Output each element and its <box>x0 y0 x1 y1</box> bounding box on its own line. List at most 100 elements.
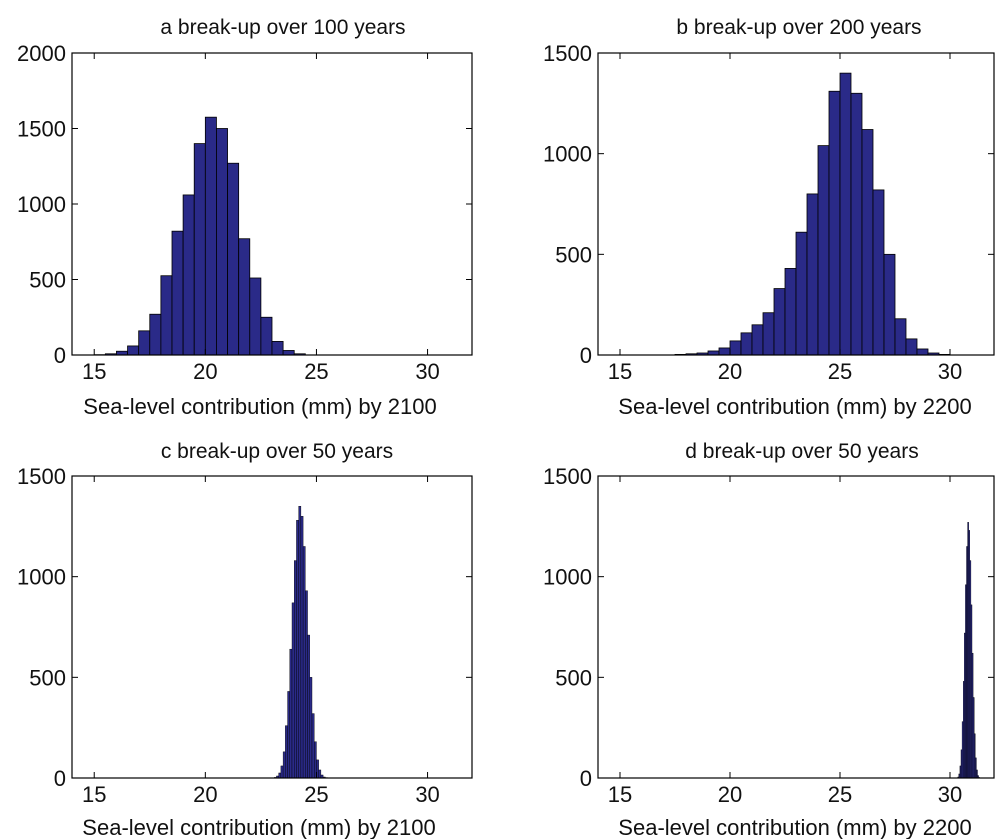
panel-a-ytick-label: 1000 <box>17 192 66 217</box>
panel-b-bar <box>762 312 775 356</box>
panel-d-xtick-label: 15 <box>608 782 632 807</box>
panel-a-axes <box>71 52 473 356</box>
panel-a-bar <box>182 194 195 356</box>
panel-b-bar <box>894 318 907 356</box>
panel-c-bar <box>305 590 308 779</box>
panel-d: d break-up over 50 years 15 20 25 30 0 500 100… <box>543 440 995 839</box>
panel-b: b break-up over 200 years 15 20 25 30 0 500 10… <box>543 16 995 419</box>
panel-a-bars <box>93 116 306 356</box>
panel-d-ytick-label: 1500 <box>543 464 592 489</box>
panel-b-bar <box>751 324 764 356</box>
panel-c-ytick-label: 1000 <box>17 565 66 590</box>
panel-b-xlabel: Sea-level contribution (mm) by 2200 <box>618 394 971 419</box>
panel-b-bar <box>828 90 841 356</box>
panel-b-bar <box>872 189 885 356</box>
panel-c-ticks: 15 20 25 30 0 500 1000 1500 <box>17 464 472 807</box>
panel-a-ytick-label: 1500 <box>17 117 66 142</box>
panel-c-bar <box>311 713 315 779</box>
panel-c-bar <box>278 772 282 779</box>
panel-b-ytick-label: 0 <box>580 343 592 368</box>
panel-b-xtick-label: 30 <box>938 359 962 384</box>
panel-a-bar <box>282 350 295 356</box>
panel-a-bar <box>216 128 228 356</box>
panel-b-bar <box>861 129 874 356</box>
panel-b-bar <box>773 288 786 356</box>
panel-a-bar <box>193 143 206 356</box>
panel-b-bar <box>740 332 753 356</box>
panel-a-ytick-label: 0 <box>54 343 66 368</box>
panel-b-ticks: 15 20 25 30 0 500 1000 1500 <box>543 41 994 384</box>
panel-d-ytick-label: 500 <box>555 665 592 690</box>
panel-b-bar <box>905 338 918 356</box>
panel-d-ytick-label: 1000 <box>543 565 592 590</box>
panel-a-bar <box>149 313 162 356</box>
panel-b-bar <box>795 231 808 356</box>
panel-a-bar <box>204 116 217 356</box>
panel-a-bar <box>160 275 173 356</box>
panel-d-xtick-label: 25 <box>828 782 852 807</box>
panel-b-ytick-label: 500 <box>555 242 592 267</box>
panel-c-bar <box>280 765 284 779</box>
panel-c: c break-up over 50 years 15 20 25 30 0 500 100… <box>17 440 473 839</box>
panel-b-title: b break-up over 200 years <box>676 16 921 39</box>
panel-c-bar <box>282 751 286 779</box>
panel-c-title: c break-up over 50 years <box>161 440 393 463</box>
panel-a-xlabel: Sea-level contribution (mm) by 2100 <box>83 394 436 419</box>
panel-a-bar <box>227 162 240 356</box>
panel-a-xtick-label: 25 <box>304 359 328 384</box>
panel-c-ytick-label: 1500 <box>17 464 66 489</box>
panel-a: a break-up over 100 years 15 20 25 30 0 500 10… <box>17 16 473 419</box>
panel-c-xlabel: Sea-level contribution (mm) by 2100 <box>82 815 435 839</box>
panel-c-xtick-label: 25 <box>304 782 328 807</box>
panel-d-title: d break-up over 50 years <box>685 440 918 463</box>
panel-b-bar <box>817 145 830 356</box>
panel-a-ytick-label: 2000 <box>17 41 66 66</box>
panel-a-xtick-label: 30 <box>415 359 439 384</box>
panel-c-xtick-label: 20 <box>193 782 217 807</box>
panel-d-axes <box>597 475 995 779</box>
panel-d-ticks: 15 20 25 30 0 500 1000 1500 <box>543 464 994 807</box>
panel-a-ytick-label: 500 <box>29 268 66 293</box>
panel-c-ytick-label: 500 <box>29 665 66 690</box>
panel-c-axes <box>71 475 473 779</box>
panel-a-bar <box>271 341 284 356</box>
panel-d-xtick-label: 30 <box>938 782 962 807</box>
panel-b-bar <box>718 347 731 356</box>
panel-a-xtick-label: 20 <box>193 359 217 384</box>
panel-b-bar <box>916 348 929 356</box>
panel-a-bar <box>138 330 151 356</box>
panel-b-bar <box>850 92 863 356</box>
panel-a-ticks: 15 20 25 30 0 500 1000 1500 2000 <box>17 41 472 384</box>
panel-c-xtick-label: 15 <box>82 782 106 807</box>
panel-b-bar <box>806 193 819 356</box>
panel-b-axes <box>597 52 995 356</box>
panel-c-bar <box>291 602 295 779</box>
panel-a-bar <box>249 277 262 356</box>
panel-c-bar <box>309 677 313 779</box>
panel-d-ytick-label: 0 <box>580 766 592 791</box>
panel-b-bars <box>674 72 951 356</box>
panel-c-bar <box>296 520 299 779</box>
panel-b-bar <box>707 350 720 356</box>
panel-c-bars <box>274 506 330 779</box>
panel-b-bar <box>839 72 852 356</box>
panel-d-bars <box>957 522 980 779</box>
panel-c-bar <box>307 634 310 779</box>
panel-b-bar <box>729 340 742 356</box>
panel-c-bar <box>287 691 290 779</box>
panel-b-xtick-label: 25 <box>828 359 852 384</box>
panel-c-bar <box>289 648 293 779</box>
panel-c-bar <box>302 546 306 779</box>
panel-a-bar <box>238 238 251 356</box>
panel-b-xtick-label: 20 <box>718 359 742 384</box>
panel-c-bar <box>285 725 288 779</box>
panel-b-bar <box>883 253 896 356</box>
panel-c-bar <box>294 560 297 779</box>
panel-c-bar <box>300 516 304 779</box>
panel-c-xtick-label: 30 <box>415 782 439 807</box>
panel-a-xtick-label: 15 <box>82 359 106 384</box>
panel-c-ytick-label: 0 <box>54 766 66 791</box>
panel-a-bar <box>127 345 140 356</box>
panel-a-bar <box>171 230 184 356</box>
